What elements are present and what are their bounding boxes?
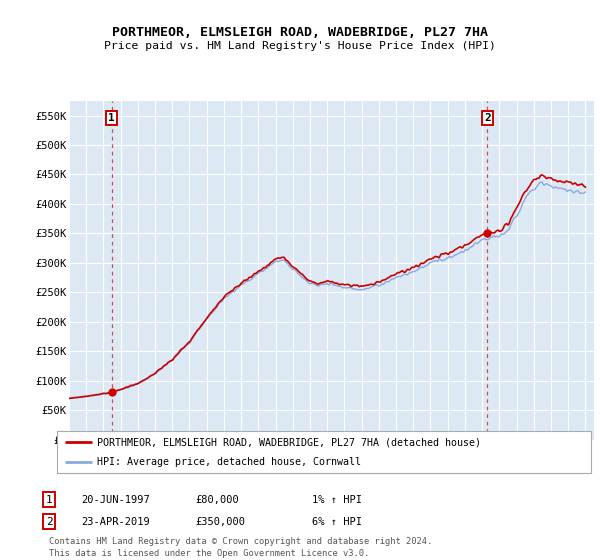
Text: £350,000: £350,000 xyxy=(195,517,245,527)
Text: 2: 2 xyxy=(46,517,53,527)
Text: PORTHMEOR, ELMSLEIGH ROAD, WADEBRIDGE, PL27 7HA: PORTHMEOR, ELMSLEIGH ROAD, WADEBRIDGE, P… xyxy=(112,26,488,39)
Text: PORTHMEOR, ELMSLEIGH ROAD, WADEBRIDGE, PL27 7HA (detached house): PORTHMEOR, ELMSLEIGH ROAD, WADEBRIDGE, P… xyxy=(97,437,481,447)
Text: 23-APR-2019: 23-APR-2019 xyxy=(81,517,150,527)
Text: 2: 2 xyxy=(484,113,491,123)
Text: HPI: Average price, detached house, Cornwall: HPI: Average price, detached house, Corn… xyxy=(97,457,361,466)
Text: 1% ↑ HPI: 1% ↑ HPI xyxy=(312,494,362,505)
Text: Price paid vs. HM Land Registry's House Price Index (HPI): Price paid vs. HM Land Registry's House … xyxy=(104,41,496,51)
Text: 1: 1 xyxy=(108,113,115,123)
Text: 1: 1 xyxy=(46,494,53,505)
Text: Contains HM Land Registry data © Crown copyright and database right 2024.
This d: Contains HM Land Registry data © Crown c… xyxy=(49,537,433,558)
Text: 6% ↑ HPI: 6% ↑ HPI xyxy=(312,517,362,527)
Text: £80,000: £80,000 xyxy=(195,494,239,505)
Text: 20-JUN-1997: 20-JUN-1997 xyxy=(81,494,150,505)
